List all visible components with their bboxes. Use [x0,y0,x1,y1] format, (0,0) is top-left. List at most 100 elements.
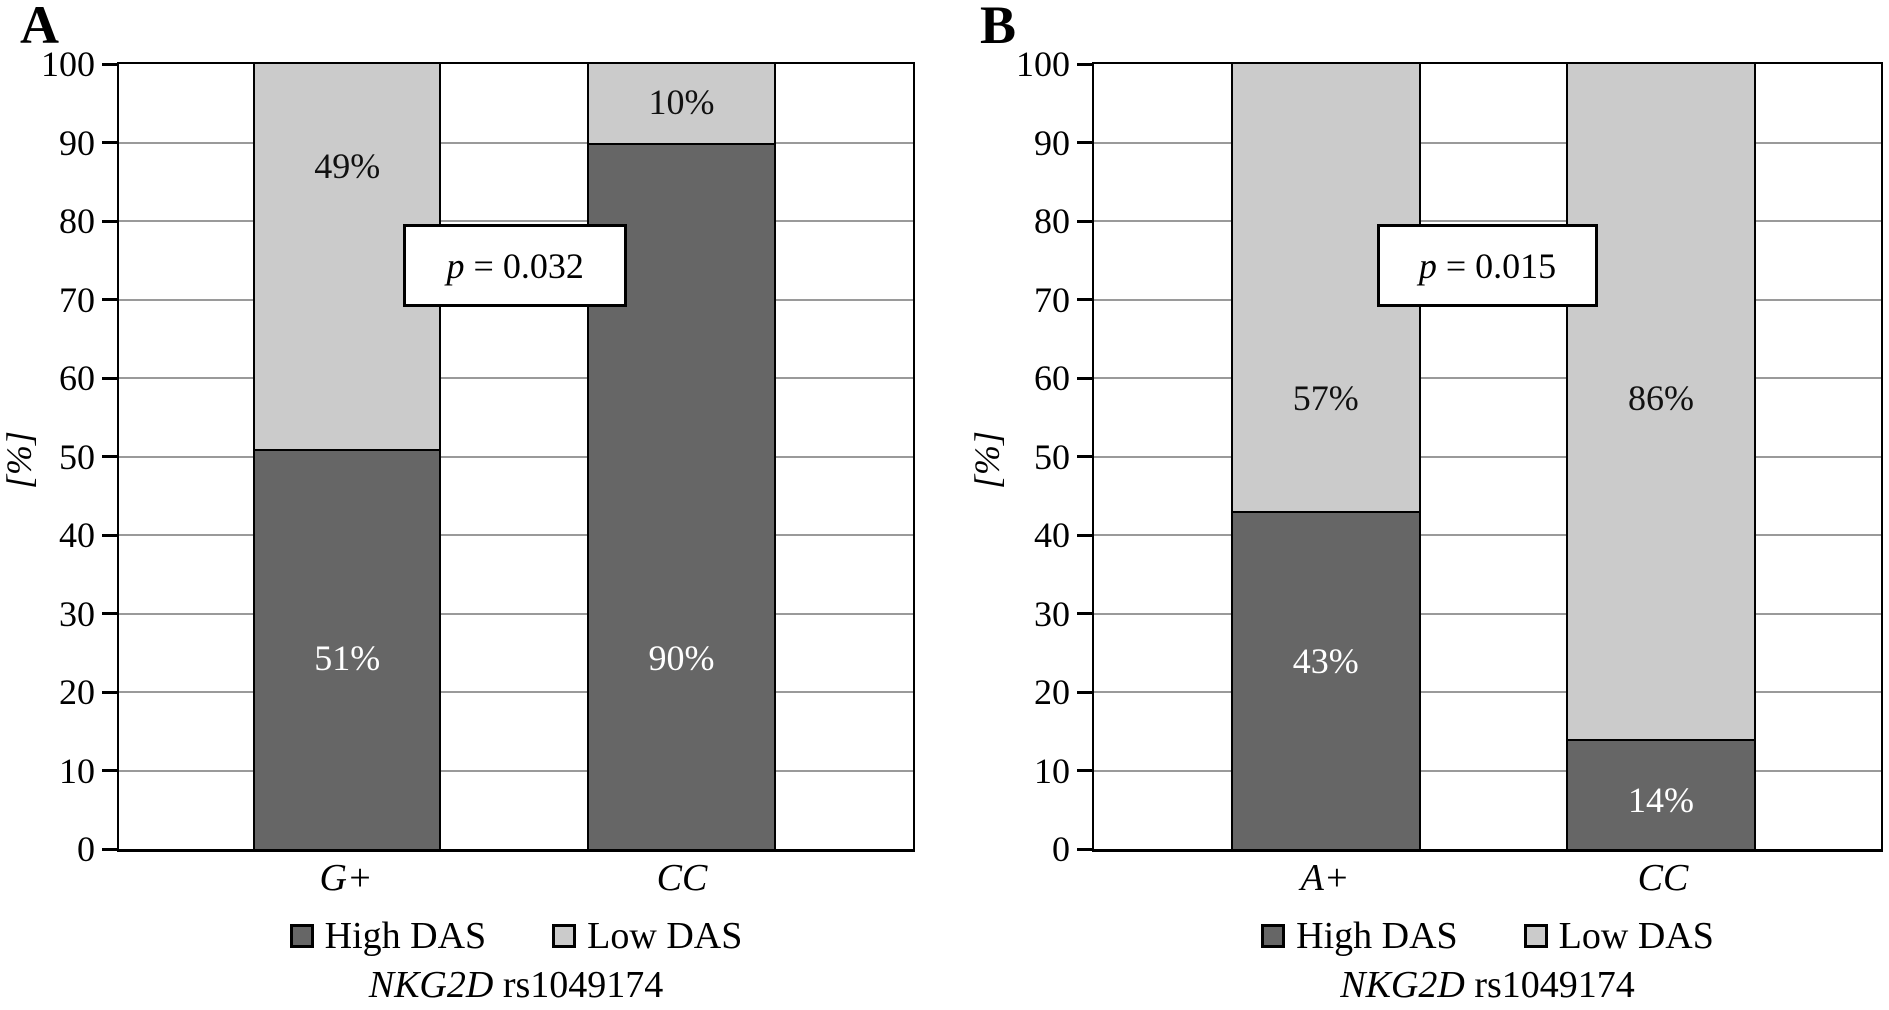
y-tick-label: 100 [1016,44,1070,84]
gridline [1094,691,1881,693]
y-tick-label: 80 [1034,201,1070,241]
y-tick-mark [1077,141,1094,144]
y-tick: 60 [59,360,119,396]
y-tick: 100 [1016,46,1094,82]
y-tick-label: 0 [77,829,95,869]
y-axis-label-b: [%] [967,430,1007,490]
legend-label: High DAS [1296,915,1458,957]
y-tick: 20 [59,674,119,710]
gridline [119,769,913,772]
y-axis-label-a: [%] [0,430,39,490]
bar-b-a-plus: 57% 43% [1230,64,1421,849]
y-tick-mark [102,612,119,615]
p-value-box-a: p = 0.032 [403,224,628,308]
y-tick-label: 30 [1034,593,1070,634]
y-tick: 0 [1052,831,1094,867]
gridline [119,534,913,536]
y-tick-label: 60 [1034,358,1070,398]
y-tick: 10 [59,753,119,789]
y-tick-mark [1077,62,1094,66]
gridline [1094,377,1881,379]
y-tick: 40 [1034,517,1094,553]
y-tick-label: 70 [1034,279,1070,320]
panel-a-letter: A [20,0,59,55]
y-tick: 80 [59,203,119,239]
bar-b-cc: 86% 14% [1566,64,1756,849]
y-tick-mark [1077,219,1094,223]
gridline [1094,220,1881,222]
x-axis-title-b: NKG2D rs1049174 [1092,963,1883,1007]
segment-high-das [255,448,440,849]
y-tick-mark [1077,533,1094,537]
y-tick-mark [102,533,119,537]
y-tick-mark [102,376,119,380]
y-tick-mark [1077,690,1094,694]
y-tick-label: 10 [1034,750,1070,791]
y-tick-label: 20 [1034,672,1070,712]
segment-high-das [1568,739,1754,849]
y-tick: 30 [1034,596,1094,632]
y-tick-label: 90 [59,122,95,163]
gene-name: NKG2D [1340,964,1465,1006]
p-value: = 0.015 [1436,245,1557,286]
x-category-label: CC [656,857,708,899]
x-category-label: CC [1637,857,1689,899]
legend-b: High DAS Low DAS [1092,912,1883,960]
gridline [1094,612,1881,615]
bar-a-cc: 10% 90% [587,64,776,849]
y-tick: 100 [41,46,119,82]
gridline [119,377,913,379]
y-tick-mark [1077,455,1094,458]
y-tick-label: 40 [1034,515,1070,555]
y-tick-label: 50 [59,436,95,477]
y-tick-label: 10 [59,750,95,791]
y-tick: 40 [59,517,119,553]
low-das-swatch-icon [1523,924,1548,948]
legend-label: Low DAS [587,915,743,957]
y-tick-mark [102,690,119,694]
gene-name: NKG2D [368,964,494,1006]
y-tick-mark [102,141,119,144]
y-tick-label: 90 [1034,122,1070,163]
y-tick: 20 [1034,674,1094,710]
y-tick: 90 [59,125,119,161]
gridline [1094,141,1881,144]
x-axis-title-a: NKG2D rs1049174 [117,963,915,1007]
p-value-box-b: p = 0.015 [1377,224,1598,308]
gridline [119,220,913,222]
plot-area-a: 100 90 80 70 60 50 40 30 20 10 0 49% 51%… [41,46,915,867]
gridline [119,455,913,458]
p-symbol: p [446,245,465,286]
gridline [1094,769,1881,772]
y-tick-mark [102,455,119,458]
y-tick-mark [1077,298,1094,301]
y-tick-mark [1077,376,1094,380]
gridline [1094,455,1881,458]
snp-id: rs1049174 [493,964,664,1006]
legend-item-high-das: High DAS [289,914,486,958]
plot-area-b: 100 90 80 70 60 50 40 30 20 10 0 57% 43%… [1016,46,1883,867]
y-tick: 70 [59,282,119,318]
segment-low-das [1568,64,1754,740]
y-tick-mark [102,62,119,66]
p-value: = 0.032 [464,245,584,286]
y-tick: 10 [1034,753,1094,789]
gridline [1094,534,1881,536]
y-tick-label: 60 [59,358,95,398]
y-tick: 90 [1034,125,1094,161]
y-tick: 60 [1034,360,1094,396]
y-tick-mark [102,847,119,851]
legend-item-low-das: Low DAS [1523,914,1714,958]
y-tick-label: 0 [1052,829,1070,869]
gridline [119,141,913,144]
y-tick-mark [102,769,119,772]
y-tick-mark [1077,769,1094,772]
y-tick: 50 [59,439,119,475]
y-tick: 70 [1034,282,1094,318]
y-tick-label: 100 [41,44,95,84]
y-tick-label: 80 [59,201,95,241]
y-tick: 50 [1034,439,1094,475]
low-das-swatch-icon [552,924,577,948]
y-tick-label: 70 [59,279,95,320]
